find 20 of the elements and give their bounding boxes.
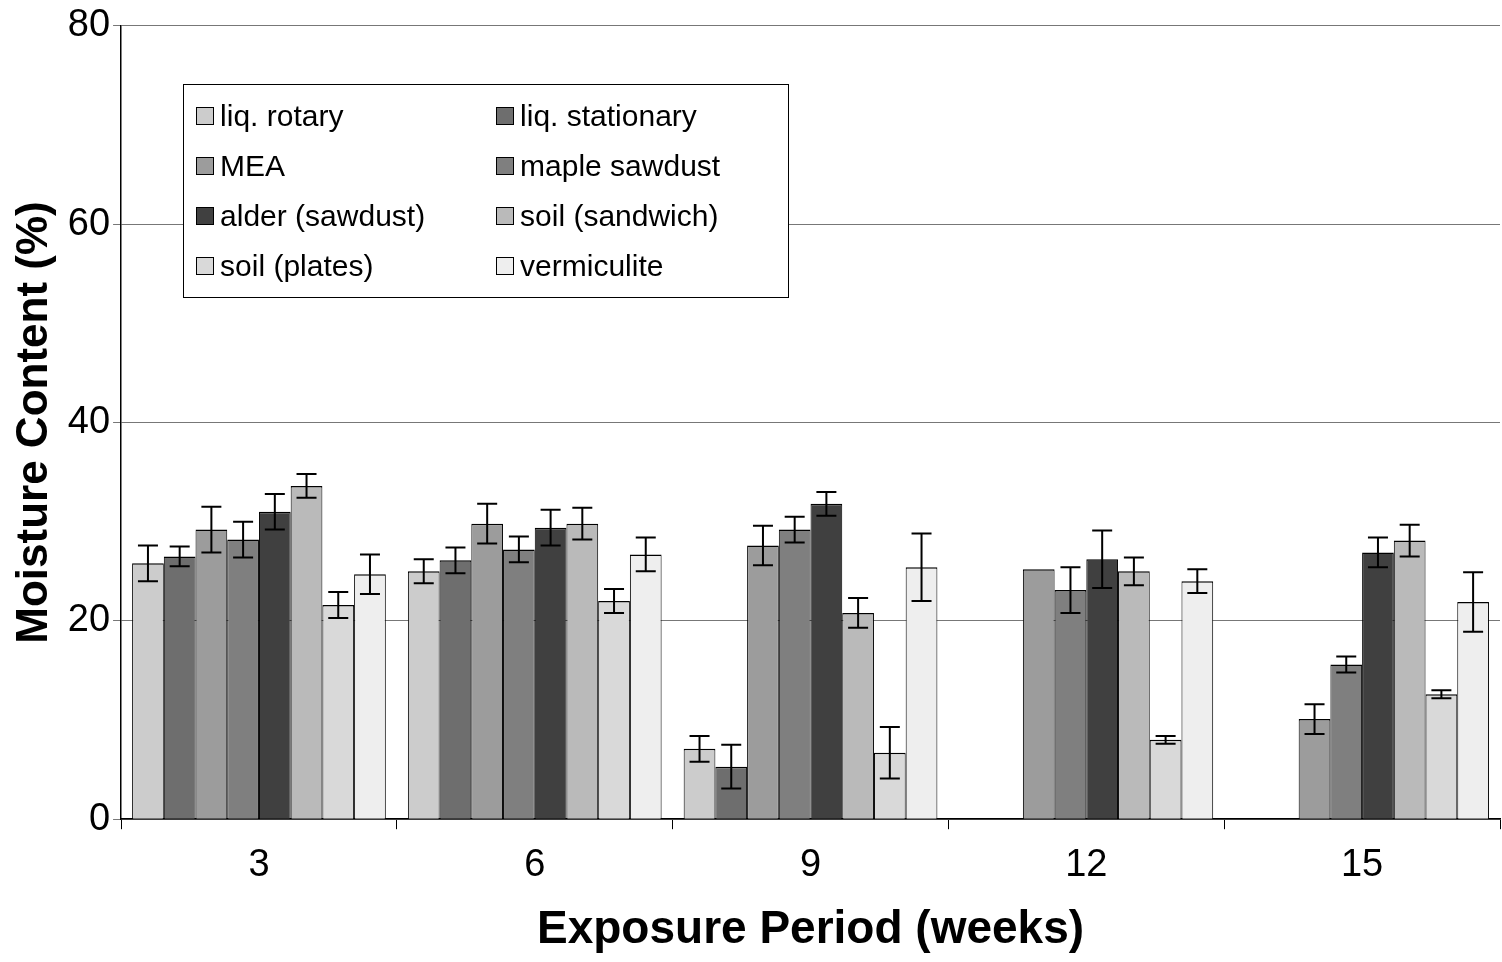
y-tick-label: 40 — [67, 398, 111, 441]
legend-label: maple sawdust — [520, 148, 721, 183]
legend-label: MEA — [220, 148, 286, 183]
x-tick-label: 15 — [1340, 842, 1384, 885]
x-tick-label: 3 — [248, 842, 270, 885]
y-tick-label: 60 — [67, 200, 111, 243]
legend-label: soil (sandwich) — [520, 198, 719, 233]
legend-label: liq. stationary — [520, 98, 697, 133]
legend-label: liq. rotary — [220, 98, 344, 133]
y-tick-label: 0 — [88, 795, 111, 838]
x-tick-label: 6 — [524, 842, 546, 885]
x-axis-title: Exposure Period (weeks) — [536, 901, 1085, 954]
legend-label: soil (plates) — [220, 248, 374, 283]
x-tick-label: 9 — [799, 842, 822, 885]
x-tick-label: 12 — [1065, 842, 1108, 885]
y-tick-label: 80 — [67, 2, 111, 45]
y-axis-title: Moisture Content (%) — [6, 201, 56, 644]
legend-label: vermiculite — [520, 248, 664, 283]
legend-label: alder (sawdust) — [220, 198, 426, 233]
y-tick-label: 20 — [67, 597, 111, 640]
